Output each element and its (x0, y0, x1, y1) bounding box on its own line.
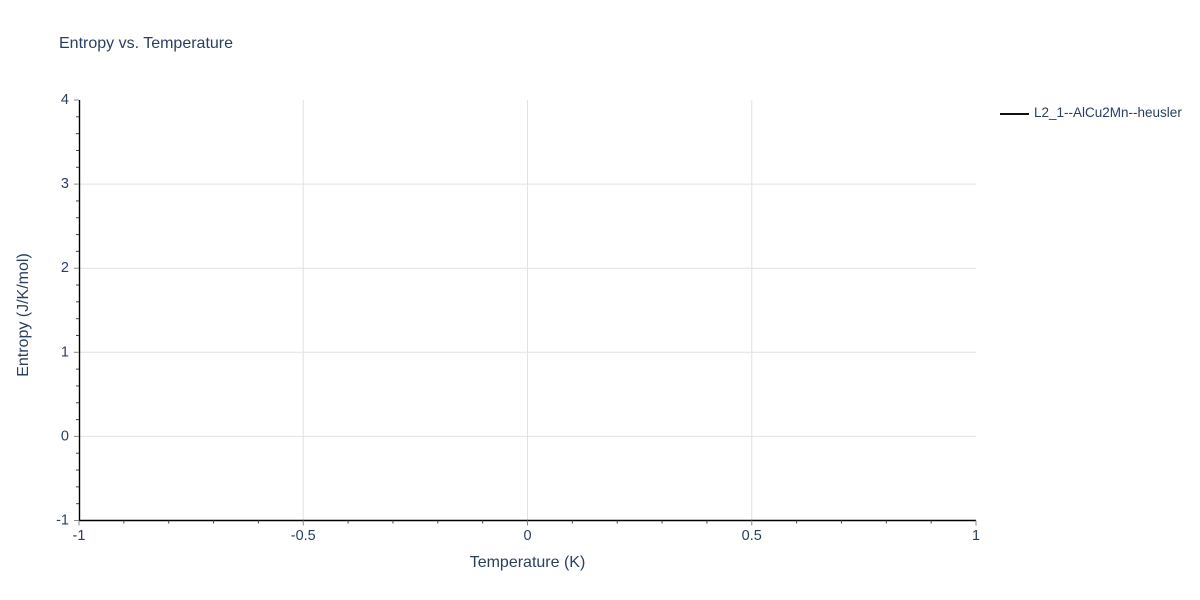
svg-text:0: 0 (523, 528, 531, 544)
svg-text:4: 4 (61, 92, 69, 108)
svg-text:2: 2 (61, 260, 69, 276)
svg-text:Temperature (K): Temperature (K) (470, 554, 586, 571)
svg-text:0.5: 0.5 (742, 528, 762, 544)
svg-text:Entropy (J/K/mol): Entropy (J/K/mol) (15, 253, 32, 377)
svg-text:-1: -1 (73, 528, 86, 544)
svg-text:-1: -1 (56, 513, 69, 529)
svg-text:L2_1--AlCu2Mn--heusler: L2_1--AlCu2Mn--heusler (1034, 105, 1182, 120)
svg-text:1: 1 (61, 344, 69, 360)
svg-text:3: 3 (61, 176, 69, 192)
svg-text:1: 1 (972, 528, 980, 544)
svg-text:-0.5: -0.5 (291, 528, 316, 544)
svg-text:Entropy vs. Temperature: Entropy vs. Temperature (59, 35, 233, 52)
svg-text:0: 0 (61, 428, 69, 444)
